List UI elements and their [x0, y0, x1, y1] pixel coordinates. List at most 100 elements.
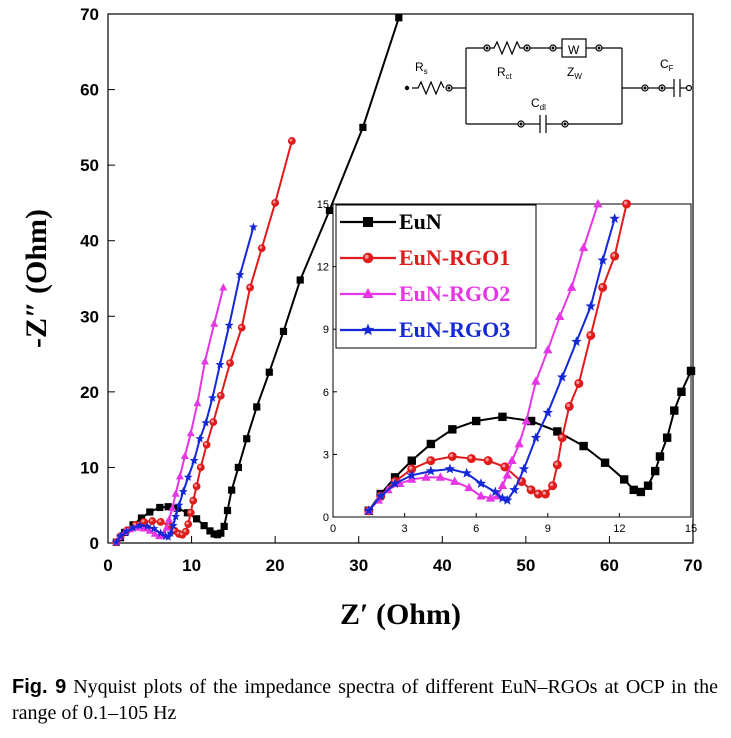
inset-y-tick-label: 0 — [323, 512, 329, 524]
main-point-eun-rgo3 — [116, 531, 125, 540]
inset-point-eun — [662, 433, 672, 442]
caption-label: Fig. 9 — [12, 676, 67, 698]
main-point-eun-rgo1-highlight — [185, 521, 189, 525]
main-point-eun-rgo2 — [186, 429, 195, 437]
inset-point-eun-rgo3 — [585, 300, 596, 311]
inset-point-eun-rgo3 — [502, 494, 513, 505]
y-axis-label: -Z″ (Ohm) — [20, 209, 53, 348]
main-point-eun-rgo3 — [171, 511, 181, 521]
legend-marker-eun — [363, 217, 373, 227]
inset-point-eun — [619, 475, 629, 484]
inset-series-eun-rgo3 — [363, 213, 620, 516]
inset-point-eun-rgo3 — [556, 371, 568, 382]
inset-x-tick-label: 3 — [402, 523, 408, 535]
inset-point-eun-rgo3 — [530, 432, 542, 443]
main-point-eun — [279, 327, 288, 335]
inset-point-eun-rgo2 — [567, 282, 577, 291]
main-point-eun-rgo1-highlight — [210, 419, 214, 423]
main-series-eun-rgo3 — [111, 222, 258, 547]
node-icon — [643, 86, 647, 90]
node-icon — [447, 86, 451, 90]
main-point-eun — [220, 522, 228, 530]
main-point-eun-rgo3 — [235, 270, 245, 279]
inset-series-eun — [364, 366, 696, 515]
inset-point-eun-rgo3 — [497, 492, 508, 503]
legend: EuN EuN-RGO1 EuN-RGO2 EuN-RGO3 — [335, 204, 537, 349]
main-point-eun-rgo2 — [150, 529, 159, 537]
caption-text: Nyquist plots of the impedance spectra o… — [12, 676, 718, 724]
inset-point-eun-rgo3 — [375, 490, 386, 501]
inset-point-eun-rgo2 — [476, 491, 486, 500]
main-point-eun-rgo2 — [200, 357, 209, 365]
main-point-eun — [265, 368, 273, 376]
inset-point-eun — [636, 487, 646, 497]
main-x-tick-label: 0 — [103, 556, 112, 575]
main-x-tick-label: 40 — [433, 556, 452, 575]
inset-point-eun — [553, 427, 562, 436]
inset-y-tick-label: 3 — [323, 449, 329, 461]
inset-line-eun — [367, 370, 692, 512]
main-point-eun-rgo3 — [111, 537, 121, 547]
main-y-tick-label: 60 — [80, 81, 99, 100]
inset-point-eun — [426, 439, 436, 449]
inset-point-eun — [670, 406, 679, 415]
inset-y-tick-label: 15 — [317, 199, 329, 211]
main-point-eun-rgo2 — [168, 503, 177, 512]
main-x-tick-label: 30 — [349, 556, 368, 575]
inset-x-tick-label: 6 — [473, 523, 479, 535]
inset-point-eun-rgo2 — [435, 472, 446, 481]
inset-point-eun-rgo3 — [518, 463, 530, 474]
main-point-eun — [296, 276, 304, 284]
main-point-eun-rgo3 — [168, 520, 178, 530]
main-x-tick-label: 60 — [600, 556, 619, 575]
equivalent-circuit — [404, 38, 693, 133]
legend-item-eun: EuN — [340, 209, 442, 234]
main-point-eun-rgo3 — [121, 526, 131, 536]
main-point-eun-rgo2 — [180, 451, 189, 459]
inset-point-eun-rgo2 — [531, 376, 541, 385]
main-series-eun-rgo1 — [112, 137, 296, 547]
main-point-eun-rgo3 — [135, 520, 145, 530]
inset-axis-ticks: 0 3 6 9 12 15 0 3 6 9 12 15 — [317, 199, 697, 535]
inset-point-eun-rgo3 — [509, 484, 520, 495]
node-icon — [551, 46, 555, 50]
inset-point-eun — [498, 412, 507, 422]
inset-point-eun-rgo1-highlight — [449, 453, 453, 458]
inset-point-eun-rgo1-highlight — [409, 466, 413, 470]
main-point-eun-rgo1-highlight — [198, 465, 202, 468]
inset-point-eun-rgo1-highlight — [566, 403, 570, 408]
inset-point-eun-rgo1-highlight — [611, 253, 616, 257]
main-point-eun — [192, 515, 201, 523]
main-point-eun-rgo3 — [156, 528, 166, 537]
main-point-eun-rgo1-highlight — [188, 510, 192, 514]
main-point-eun-rgo1-highlight — [141, 519, 145, 523]
inset-x-tick-label: 12 — [613, 523, 625, 535]
inset-point-eun-rgo3 — [475, 478, 487, 489]
main-point-eun-rgo3 — [183, 472, 193, 482]
figure-caption: Fig. 9 Nyquist plots of the impedance sp… — [12, 674, 718, 726]
main-point-eun-rgo1-highlight — [190, 498, 194, 502]
main-point-eun — [325, 206, 334, 215]
main-line-eun-rgo1 — [115, 140, 293, 543]
main-y-tick-label: 50 — [80, 156, 99, 175]
circuit-label-rct: Rct — [497, 65, 513, 81]
main-point-eun — [228, 486, 236, 494]
main-point-eun-rgo1-highlight — [247, 285, 251, 289]
main-point-eun — [359, 123, 367, 131]
resistor-rct-icon — [490, 40, 524, 56]
main-point-eun-rgo2 — [193, 398, 202, 407]
inset-point-eun-rgo2 — [450, 476, 460, 485]
inset-point-eun — [677, 387, 686, 396]
inset-point-eun-rgo3 — [542, 407, 553, 418]
node-icon — [563, 122, 567, 126]
node-icon — [519, 122, 523, 126]
inset-point-eun-rgo3 — [597, 254, 608, 265]
main-point-eun-rgo2 — [210, 319, 219, 327]
main-point-eun-rgo3 — [174, 500, 184, 509]
main-y-tick-label: 70 — [80, 5, 99, 24]
main-plot-frame — [107, 13, 694, 544]
inset-point-eun-rgo2 — [502, 470, 512, 479]
main-point-eun-rgo3 — [195, 434, 205, 443]
inset-point-eun-rgo1-highlight — [623, 201, 628, 205]
inset-point-eun — [579, 441, 588, 451]
